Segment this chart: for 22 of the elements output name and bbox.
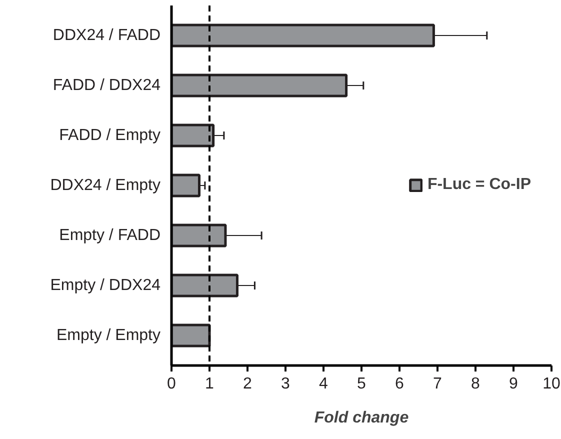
x-tick-label: 3 bbox=[281, 376, 290, 392]
x-tick-label: 9 bbox=[509, 376, 518, 392]
x-tick-label: 6 bbox=[395, 376, 404, 392]
x-tick-label: 8 bbox=[471, 376, 480, 392]
y-tick-label: FADD / DDX24 bbox=[52, 77, 161, 94]
y-tick-label: FADD / Empty bbox=[59, 127, 161, 144]
bar bbox=[172, 324, 211, 348]
x-tick-label: 0 bbox=[167, 376, 176, 392]
x-tick-label: 5 bbox=[357, 376, 366, 392]
x-tick-label: 7 bbox=[433, 376, 442, 392]
x-tick-label: 2 bbox=[243, 376, 252, 392]
legend-label: F-Luc = Co-IP bbox=[427, 176, 531, 194]
y-tick-label: DDX24 / Empty bbox=[50, 177, 161, 194]
y-tick-label: Empty / FADD bbox=[59, 227, 161, 244]
y-tick-label: Empty / DDX24 bbox=[50, 277, 161, 294]
x-tick-label: 4 bbox=[319, 376, 328, 392]
x-tick-label: 10 bbox=[542, 376, 560, 392]
y-tick-label: Empty / Empty bbox=[56, 327, 161, 344]
y-tick-label: DDX24 / FADD bbox=[52, 27, 161, 44]
x-axis-title: Fold change bbox=[314, 410, 409, 426]
x-tick-label: 1 bbox=[205, 376, 214, 392]
bar bbox=[172, 174, 200, 198]
